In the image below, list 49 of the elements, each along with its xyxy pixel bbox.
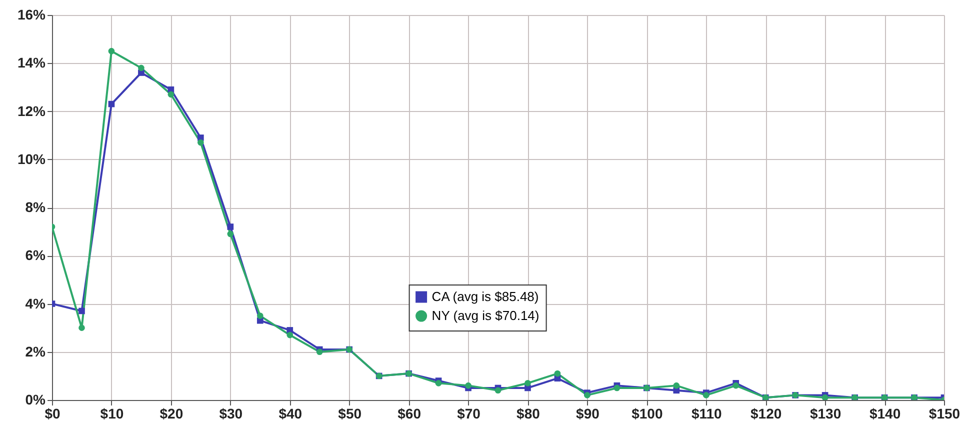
x-tick-label: $50 (338, 406, 362, 422)
point (168, 91, 174, 98)
point (614, 384, 620, 392)
y-tick-label: 12% (17, 102, 46, 119)
x-tick-label: $90 (576, 406, 600, 422)
y-tick-label: 14% (17, 54, 46, 71)
point (494, 387, 502, 394)
x-tick-label: $100 (632, 406, 663, 422)
x-tick-label: $40 (278, 406, 302, 422)
point (465, 382, 472, 389)
point (138, 64, 144, 72)
x-tick-label: $10 (100, 406, 124, 422)
point (554, 370, 561, 377)
point (227, 230, 234, 238)
y-tick-label: 0% (25, 392, 46, 408)
y-tick-label: 6% (25, 247, 46, 264)
x-tick-label: $70 (457, 406, 481, 422)
x-tick-label: $150 (928, 406, 960, 422)
point (227, 224, 234, 230)
y-tick-label: 2% (25, 343, 46, 360)
point (673, 382, 680, 389)
x-tick-label: $130 (810, 406, 842, 422)
point (584, 392, 590, 398)
point (286, 332, 294, 338)
point (108, 100, 115, 108)
y-tick-label: 16% (17, 6, 46, 22)
point (256, 312, 264, 319)
y-tick-label: 4% (25, 295, 46, 312)
y-tick-label: 8% (25, 199, 46, 215)
x-tick-label: $80 (516, 406, 540, 422)
x-tick-label: $120 (750, 406, 782, 422)
point (435, 380, 442, 386)
x-tick-label: $20 (160, 406, 184, 422)
point (732, 382, 740, 389)
point (108, 48, 115, 54)
x-tick-label: $30 (219, 406, 243, 422)
legend-label: CA (avg is $85.48) (432, 289, 539, 304)
point (702, 392, 710, 398)
point (316, 348, 323, 356)
point (78, 324, 85, 331)
x-tick-label: $60 (398, 406, 422, 422)
point (78, 308, 85, 314)
y-tick-label: 10% (17, 150, 46, 167)
point (198, 139, 204, 146)
x-tick-label: $140 (869, 406, 901, 422)
legend-label: NY (avg is $70.14) (432, 308, 540, 323)
x-tick-label: $110 (691, 406, 722, 422)
x-tick-label: $0 (44, 406, 60, 422)
point (524, 380, 531, 386)
